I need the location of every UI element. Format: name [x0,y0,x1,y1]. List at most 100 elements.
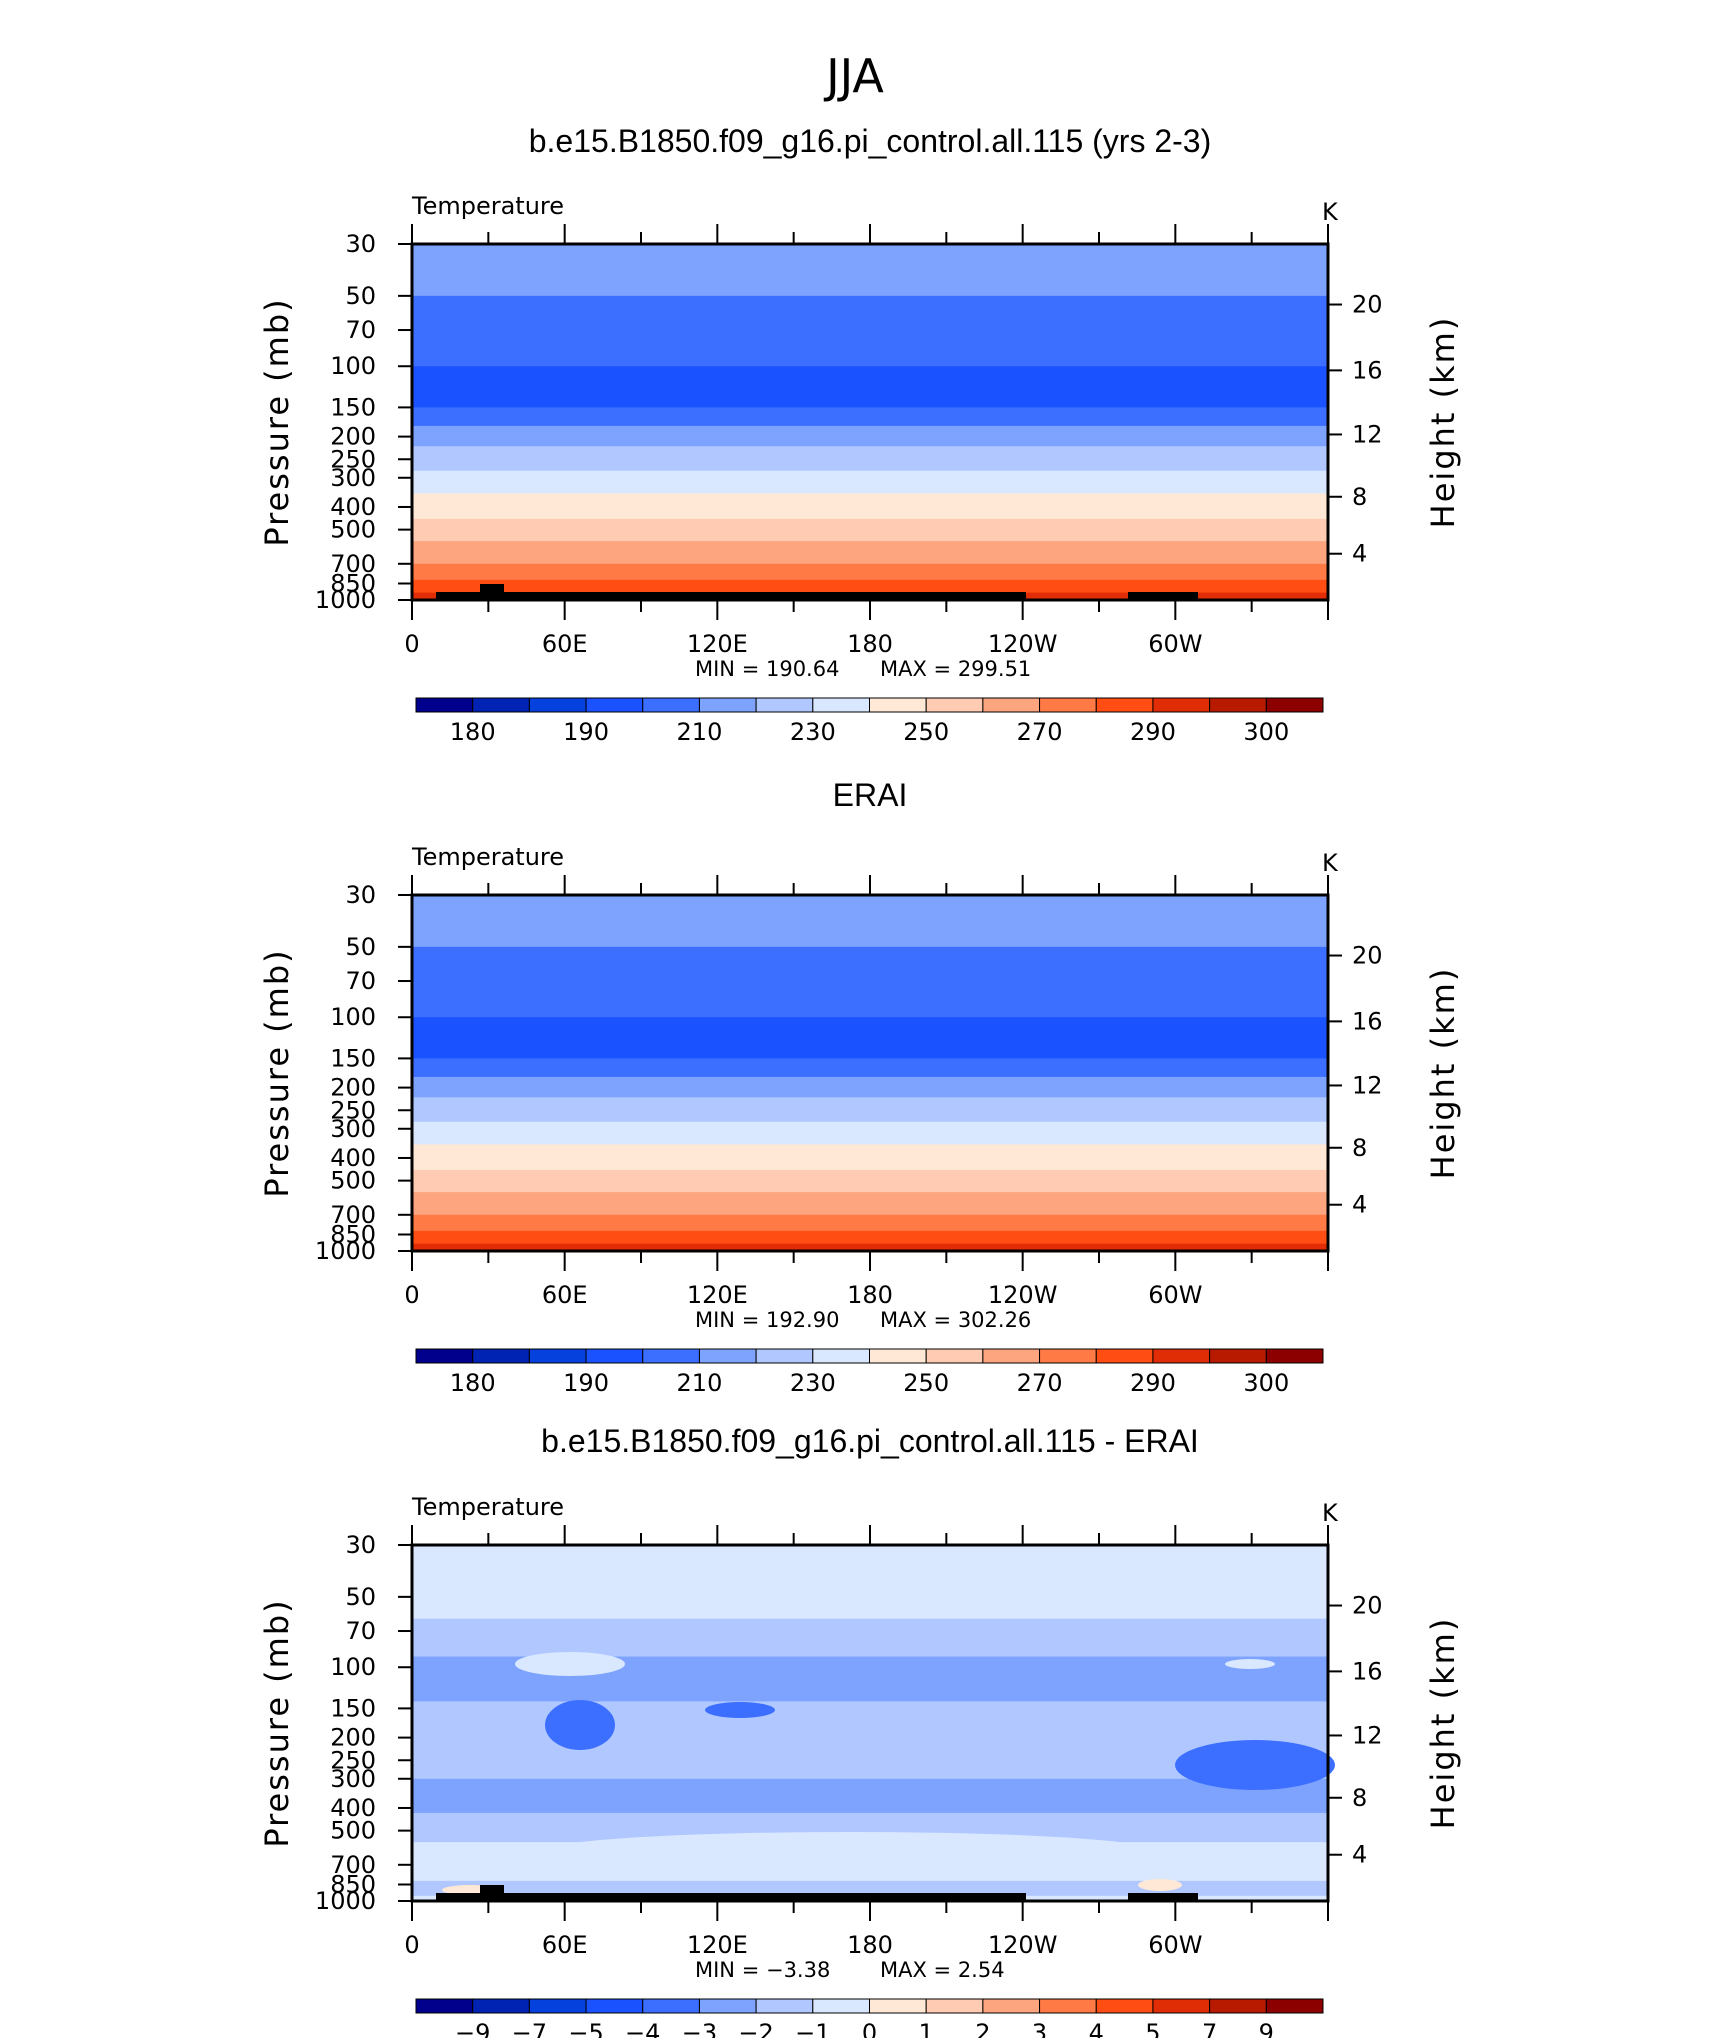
colorbar-label: 290 [1130,1369,1176,1397]
colorbar-swatch [925,1348,984,1364]
y2-tick-label: 4 [1352,1191,1367,1219]
land-mask [480,1885,504,1901]
y2-tick-label: 12 [1352,1071,1383,1099]
x-tick-label: 60W [1148,630,1202,658]
x-tick-label: 60E [542,630,588,658]
contour-band [412,446,1328,472]
x-tick-label: 0 [404,630,419,658]
colorbar-label: −7 [512,2019,547,2038]
x-tick-label: 0 [404,1281,419,1309]
contour-band [412,1214,1328,1232]
y-tick-label: 70 [345,967,376,995]
contour-blob [515,1652,625,1676]
y2-tick-label: 20 [1352,1592,1383,1620]
colorbar-swatch [982,1348,1041,1364]
variable-label: Temperature [411,192,564,220]
y2-axis-title: Height (km) [1424,316,1462,529]
contour-band [412,1618,1328,1658]
y-tick-label: 300 [330,464,376,492]
y-tick-label: 70 [345,316,376,344]
colorbar-swatch [812,1348,870,1364]
colorbar-swatch [642,1998,700,2014]
colorbar-swatch [1152,1998,1211,2014]
contour-band [412,946,1328,982]
colorbar-swatch [982,1998,1041,2014]
colorbar-swatch [982,697,1041,713]
colorbar-swatch [698,1998,757,2014]
land-mask [1128,1893,1198,1901]
y-axis-title: Pressure (mb) [258,297,296,546]
colorbar-swatch [925,1998,984,2014]
y-tick-label: 30 [345,881,376,909]
units-label: K [1322,849,1339,877]
y2-tick-label: 20 [1352,291,1383,319]
colorbar-label: 270 [1017,718,1063,746]
y-tick-label: 850 [330,570,376,598]
colorbar-swatch [1039,1348,1097,1364]
land-mask [436,1893,1026,1901]
y-tick-label: 50 [345,933,376,961]
colorbar-swatch [528,1998,587,2014]
colorbar-swatch [1265,1998,1324,2014]
colorbar-label: 4 [1089,2019,1104,2038]
colorbar-swatch [585,697,644,713]
y-tick-label: 200 [330,423,376,451]
y2-tick-label: 4 [1352,1841,1367,1869]
y-tick-label: 250 [330,1746,376,1774]
colorbar-label: 230 [790,1369,836,1397]
y-tick-label: 200 [330,1724,376,1752]
colorbar-label: −3 [682,2019,717,2038]
contour-band [412,1144,1328,1171]
contour-band [412,1058,1328,1078]
colorbar-swatch [472,1348,530,1364]
y-tick-label: 100 [330,1653,376,1681]
contour-band [412,244,1328,297]
contour-blob [545,1700,615,1750]
y-tick-label: 400 [330,1144,376,1172]
contour-band [412,366,1328,408]
y-tick-label: 700 [330,1201,376,1229]
colorbar-label: 180 [450,1369,496,1397]
x-tick-label: 60W [1148,1281,1202,1309]
colorbar-swatch [1265,697,1324,713]
colorbar-label: 230 [790,718,836,746]
colorbar-label: 1 [919,2019,934,2038]
colorbar-swatch [869,1348,927,1364]
y-tick-label: 500 [330,1817,376,1845]
y-tick-label: 700 [330,550,376,578]
y-tick-label: 300 [330,1115,376,1143]
max-label: MAX = 299.51 [880,657,1031,681]
y-tick-label: 50 [345,282,376,310]
colorbar-label: 300 [1243,718,1289,746]
colorbar-label: 270 [1017,1369,1063,1397]
y2-tick-label: 12 [1352,1721,1383,1749]
contour-blob [1225,1659,1275,1669]
y2-axis-title: Height (km) [1424,967,1462,1180]
colorbar-label: 190 [563,718,609,746]
colorbar-swatch [528,697,587,713]
panel-3: b.e15.B1850.f09_g16.pi_control.all.115 -… [258,1423,1462,2038]
contour-band [412,493,1328,520]
contour-blob [1175,1740,1335,1790]
colorbar-swatch [869,1998,927,2014]
colorbar-swatch [698,1348,757,1364]
x-tick-label: 60W [1148,1931,1202,1959]
y-tick-label: 1000 [315,1237,376,1265]
y-tick-label: 30 [345,230,376,258]
contour-band [412,579,1328,594]
y-tick-label: 70 [345,1617,376,1645]
y-tick-label: 1000 [315,586,376,614]
y2-tick-label: 8 [1352,483,1367,511]
colorbar-label: 5 [1145,2019,1160,2038]
contour-band [412,1230,1328,1245]
colorbar-label: −4 [625,2019,660,2038]
contour-band [412,1169,1328,1193]
contour-band [412,1778,1328,1814]
units-label: K [1322,1499,1339,1527]
y-tick-label: 250 [330,445,376,473]
y2-tick-label: 16 [1352,1657,1383,1685]
contour-band [412,1076,1328,1098]
colorbar-label: 0 [862,2019,877,2038]
y-tick-label: 500 [330,516,376,544]
